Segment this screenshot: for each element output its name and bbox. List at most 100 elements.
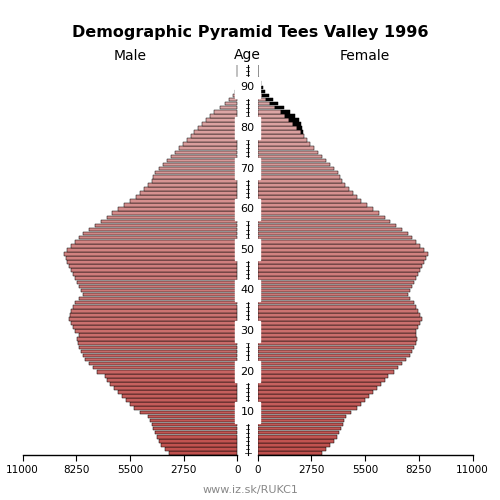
Bar bbox=[64, 252, 238, 256]
Bar bbox=[158, 435, 238, 438]
Bar bbox=[258, 386, 376, 390]
Bar bbox=[118, 208, 238, 211]
Bar bbox=[258, 346, 414, 349]
Bar bbox=[76, 240, 237, 244]
Bar bbox=[258, 90, 260, 93]
Bar bbox=[258, 321, 420, 325]
Bar bbox=[258, 110, 281, 114]
Bar bbox=[186, 138, 238, 142]
Bar bbox=[289, 118, 298, 122]
Bar bbox=[258, 187, 350, 190]
Bar bbox=[258, 439, 334, 442]
Bar bbox=[183, 142, 238, 146]
Bar bbox=[258, 435, 336, 438]
Bar bbox=[258, 390, 373, 394]
Bar bbox=[167, 158, 238, 162]
Bar bbox=[258, 330, 416, 333]
Text: Demographic Pyramid Tees Valley 1996: Demographic Pyramid Tees Valley 1996 bbox=[72, 25, 428, 40]
Bar bbox=[72, 309, 237, 312]
Bar bbox=[258, 313, 420, 316]
Bar bbox=[106, 216, 238, 219]
Bar bbox=[235, 90, 238, 93]
Bar bbox=[78, 342, 237, 345]
Bar bbox=[258, 208, 373, 211]
Bar bbox=[118, 390, 238, 394]
Bar bbox=[258, 154, 322, 158]
Bar bbox=[110, 382, 238, 386]
Bar bbox=[275, 106, 284, 110]
Text: www.iz.sk/RUKC1: www.iz.sk/RUKC1 bbox=[202, 485, 298, 495]
Bar bbox=[258, 114, 285, 117]
Bar bbox=[126, 398, 238, 402]
Bar bbox=[258, 236, 412, 240]
Bar bbox=[258, 256, 426, 260]
Bar bbox=[124, 204, 238, 207]
Bar bbox=[144, 187, 238, 190]
Bar bbox=[236, 86, 238, 89]
Bar bbox=[202, 122, 237, 126]
Bar bbox=[83, 232, 237, 235]
Bar bbox=[258, 126, 296, 130]
Text: 90: 90 bbox=[240, 82, 254, 92]
Bar bbox=[258, 280, 414, 284]
Bar bbox=[258, 191, 354, 195]
Bar bbox=[285, 114, 294, 117]
Bar bbox=[258, 134, 304, 138]
Text: 40: 40 bbox=[240, 286, 254, 296]
Bar bbox=[171, 154, 237, 158]
Bar bbox=[258, 305, 416, 308]
Bar bbox=[72, 321, 237, 325]
Bar bbox=[68, 260, 237, 264]
Bar bbox=[258, 427, 340, 430]
Bar bbox=[81, 350, 237, 353]
Text: 70: 70 bbox=[240, 164, 254, 173]
Bar bbox=[258, 431, 338, 434]
Bar bbox=[72, 268, 237, 272]
Text: Male: Male bbox=[114, 48, 146, 62]
Bar bbox=[258, 102, 270, 106]
Bar bbox=[258, 443, 330, 446]
Text: 60: 60 bbox=[240, 204, 254, 214]
Bar bbox=[85, 358, 237, 362]
Bar bbox=[74, 305, 237, 308]
Bar bbox=[270, 102, 278, 106]
Bar bbox=[194, 130, 238, 134]
Bar bbox=[296, 126, 302, 130]
Bar bbox=[258, 244, 420, 248]
Bar bbox=[258, 422, 342, 426]
Bar bbox=[258, 204, 367, 207]
Bar bbox=[258, 179, 342, 182]
Bar bbox=[258, 158, 326, 162]
Bar bbox=[258, 451, 322, 455]
Bar bbox=[79, 236, 237, 240]
Bar bbox=[150, 418, 238, 422]
Bar bbox=[230, 98, 237, 102]
Bar bbox=[258, 216, 384, 219]
Bar bbox=[83, 292, 237, 296]
Bar bbox=[70, 317, 237, 320]
Bar bbox=[258, 378, 384, 382]
Bar bbox=[266, 98, 273, 102]
Bar bbox=[163, 162, 238, 166]
Bar bbox=[258, 394, 369, 398]
Bar bbox=[76, 276, 237, 280]
Bar bbox=[152, 179, 238, 182]
Bar bbox=[281, 110, 290, 114]
Bar bbox=[258, 338, 417, 341]
Bar bbox=[258, 354, 410, 358]
Bar bbox=[104, 374, 238, 378]
Bar bbox=[258, 342, 416, 345]
Bar bbox=[100, 220, 237, 223]
Bar bbox=[72, 244, 237, 248]
Bar bbox=[258, 106, 275, 110]
Bar bbox=[74, 325, 237, 329]
Bar bbox=[165, 447, 238, 450]
Bar bbox=[258, 334, 416, 337]
Bar bbox=[292, 122, 300, 126]
Bar bbox=[70, 313, 237, 316]
Bar bbox=[260, 90, 266, 93]
Bar bbox=[190, 134, 238, 138]
Bar bbox=[258, 370, 394, 374]
Bar bbox=[148, 414, 238, 418]
Bar bbox=[258, 309, 418, 312]
